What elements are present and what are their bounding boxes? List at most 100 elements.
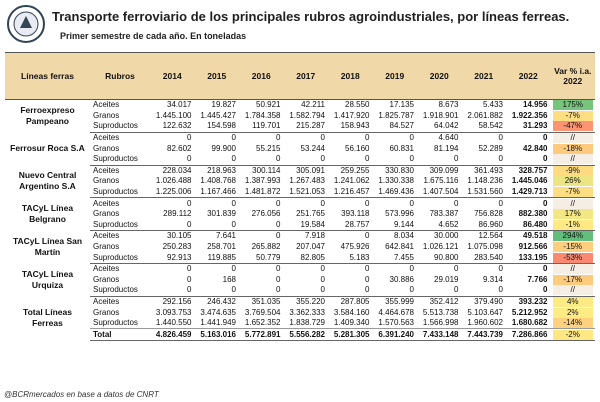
var-value: -7% bbox=[552, 187, 593, 198]
value: 5.772.891 bbox=[239, 328, 284, 342]
value: 8.673 bbox=[438, 100, 459, 110]
rubro: Granos bbox=[93, 110, 120, 120]
column-header: 2020 bbox=[417, 52, 462, 100]
value: 1.440.550 bbox=[155, 318, 192, 328]
group-name: Ferrosur Roca S.A bbox=[10, 143, 85, 154]
value: 52.289 bbox=[478, 143, 503, 153]
rubro: Suproductos bbox=[90, 153, 150, 166]
var-value: 26% bbox=[552, 176, 593, 187]
value: 1.838.729 bbox=[289, 318, 325, 328]
value: 3.093.753 bbox=[155, 307, 192, 317]
value: 50.779 bbox=[239, 252, 284, 264]
var-cell: 26% bbox=[551, 176, 596, 187]
var-value: -47% bbox=[552, 121, 593, 132]
var-value: -9% bbox=[552, 165, 593, 176]
var-value: 2% bbox=[552, 307, 593, 318]
value: 0 bbox=[194, 219, 239, 232]
value: 86.960 bbox=[461, 219, 506, 232]
value: 351.035 bbox=[251, 296, 281, 306]
var-cell: 4% bbox=[551, 296, 596, 307]
value: 783.387 bbox=[429, 209, 459, 219]
value: 1.148.236 bbox=[467, 176, 503, 186]
row: Suproductos 92.913 119.885 50.779 82.805 5.18… bbox=[5, 252, 595, 264]
row: TACyL Línea Belgrano Aceites 0 0 0 0 0 0 0 0 0 // bbox=[5, 198, 595, 224]
value: 168 bbox=[222, 274, 236, 284]
value: 50.921 bbox=[256, 100, 281, 110]
var-cell: 294% bbox=[551, 231, 596, 242]
value: 3.362.333 bbox=[289, 307, 325, 317]
value: 1.408.768 bbox=[200, 176, 236, 186]
value: 34.017 bbox=[167, 100, 192, 110]
value: 0 bbox=[283, 153, 328, 166]
value: 1.075.098 bbox=[467, 242, 503, 252]
value: 0 bbox=[320, 264, 325, 274]
value: 573.996 bbox=[385, 209, 414, 219]
row: TACyL Línea San Martín Aceites 30.105 7.641… bbox=[5, 231, 596, 257]
var-value: // bbox=[552, 154, 593, 165]
value: 0 bbox=[365, 231, 370, 241]
value: 259.255 bbox=[340, 165, 370, 175]
value: 30.105 bbox=[167, 231, 192, 241]
column-header: 2015 bbox=[194, 52, 239, 100]
value: 19.584 bbox=[283, 219, 328, 232]
rubro: Suproductos bbox=[90, 252, 150, 264]
var-cell: -15% bbox=[551, 242, 596, 253]
rubro: Aceites bbox=[93, 133, 120, 143]
value: 1.825.787 bbox=[378, 110, 414, 120]
var-value: -17% bbox=[552, 274, 593, 285]
value: 30.000 bbox=[434, 231, 459, 241]
column-header: Var % i.a. 2022 bbox=[550, 52, 595, 100]
value: 301.839 bbox=[207, 209, 236, 219]
row: Ferrosur Roca S.A Aceites 0 0 0 0 0 0 4.640 0 0 // bbox=[5, 132, 596, 153]
row: Nuevo Central Argentino S.A Aceites 228.03… bbox=[5, 165, 595, 191]
rubro: Granos bbox=[93, 143, 120, 153]
rubro: Granos bbox=[93, 242, 120, 252]
row: Suproductos 0 0 0 19.584 28.757 9.144 4.652 86.9… bbox=[5, 219, 595, 232]
column-header: 2014 bbox=[150, 52, 195, 100]
value: 1.026.488 bbox=[155, 176, 192, 186]
value: 0 bbox=[417, 285, 462, 297]
value: 60.831 bbox=[389, 143, 414, 153]
var-value: -2% bbox=[552, 329, 593, 340]
value: 1.469.436 bbox=[372, 186, 417, 199]
value: 0 bbox=[461, 285, 506, 297]
rubro: Total bbox=[90, 328, 150, 342]
value: 133.195 bbox=[506, 252, 551, 264]
value: 0 bbox=[276, 231, 281, 241]
value: 355.220 bbox=[296, 296, 325, 306]
value: 355.999 bbox=[385, 296, 414, 306]
value: 309.099 bbox=[429, 165, 459, 175]
value: 55.215 bbox=[256, 143, 281, 153]
value: 0 bbox=[409, 198, 414, 208]
value: 0 bbox=[320, 133, 325, 143]
var-cell: -18% bbox=[551, 143, 596, 154]
value: 0 bbox=[231, 133, 236, 143]
value: 90.800 bbox=[417, 252, 462, 264]
row: Total 4.826.459 5.163.016 5.772.891 5.556.28… bbox=[5, 328, 595, 342]
value: 287.805 bbox=[340, 296, 370, 306]
value: 0 bbox=[372, 153, 417, 166]
rubro: Granos bbox=[93, 209, 120, 219]
var-cell: 175% bbox=[551, 100, 596, 111]
value: 0 bbox=[231, 198, 236, 208]
var-cell: // bbox=[551, 132, 596, 144]
value: 251.765 bbox=[296, 209, 325, 219]
value: 246.432 bbox=[207, 296, 236, 306]
value: 305.091 bbox=[296, 165, 325, 175]
value: 5.212.952 bbox=[511, 307, 548, 317]
value: 0 bbox=[194, 285, 239, 297]
value: 81.194 bbox=[434, 143, 459, 153]
column-header: 2019 bbox=[372, 52, 417, 100]
value: 207.047 bbox=[296, 242, 325, 252]
rubro: Aceites bbox=[93, 198, 120, 208]
value: 14.956 bbox=[523, 100, 548, 110]
value: 7.433.148 bbox=[417, 328, 462, 342]
logo bbox=[7, 5, 45, 43]
column-header: 2018 bbox=[328, 52, 373, 100]
value: 7.443.739 bbox=[461, 328, 506, 342]
var-value: -53% bbox=[552, 252, 593, 263]
value: 8.034 bbox=[393, 231, 414, 241]
row: Granos 1.445.100 1.445.427 1.784.358 1.582.7… bbox=[5, 110, 595, 122]
value: 0 bbox=[365, 133, 370, 143]
